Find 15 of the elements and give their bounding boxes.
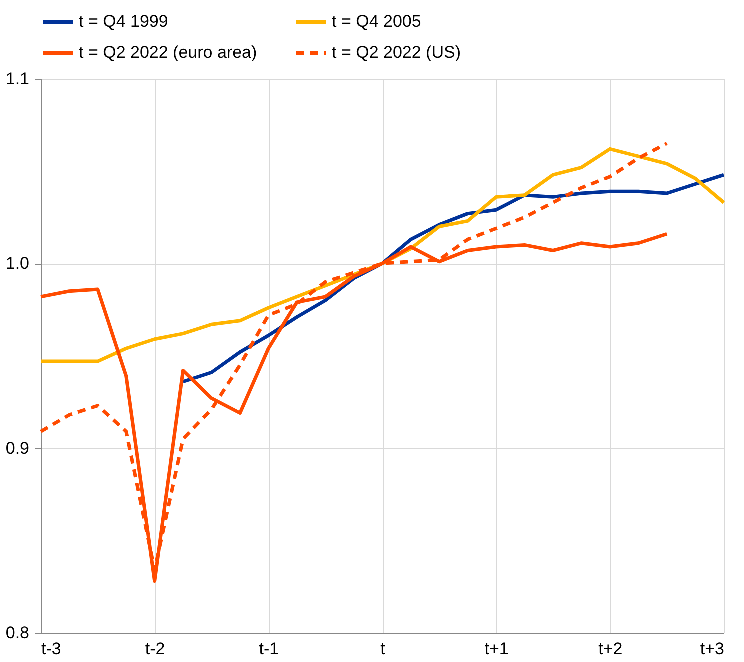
y-tick-label: 0.9 bbox=[6, 438, 30, 458]
x-tick-label: t+1 bbox=[484, 640, 509, 658]
y-tick-label: 1.1 bbox=[6, 70, 30, 88]
y-tick-label: 0.8 bbox=[6, 624, 30, 642]
x-tick-label: t-3 bbox=[42, 640, 62, 658]
x-tick-label: t+2 bbox=[598, 640, 623, 658]
legend-label: t = Q2 2022 (euro area) bbox=[79, 43, 258, 62]
x-tick-label: t bbox=[380, 640, 386, 658]
x-tick-label: t+3 bbox=[700, 640, 724, 658]
x-tick-label: t-2 bbox=[145, 640, 166, 658]
y-tick-label: 1.0 bbox=[6, 254, 30, 274]
legend-label: t = Q2 2022 (US) bbox=[332, 43, 461, 62]
legend-label: t = Q4 2005 bbox=[332, 12, 422, 31]
x-tick-label: t-1 bbox=[259, 640, 280, 658]
legend-label: t = Q4 1999 bbox=[79, 12, 168, 31]
